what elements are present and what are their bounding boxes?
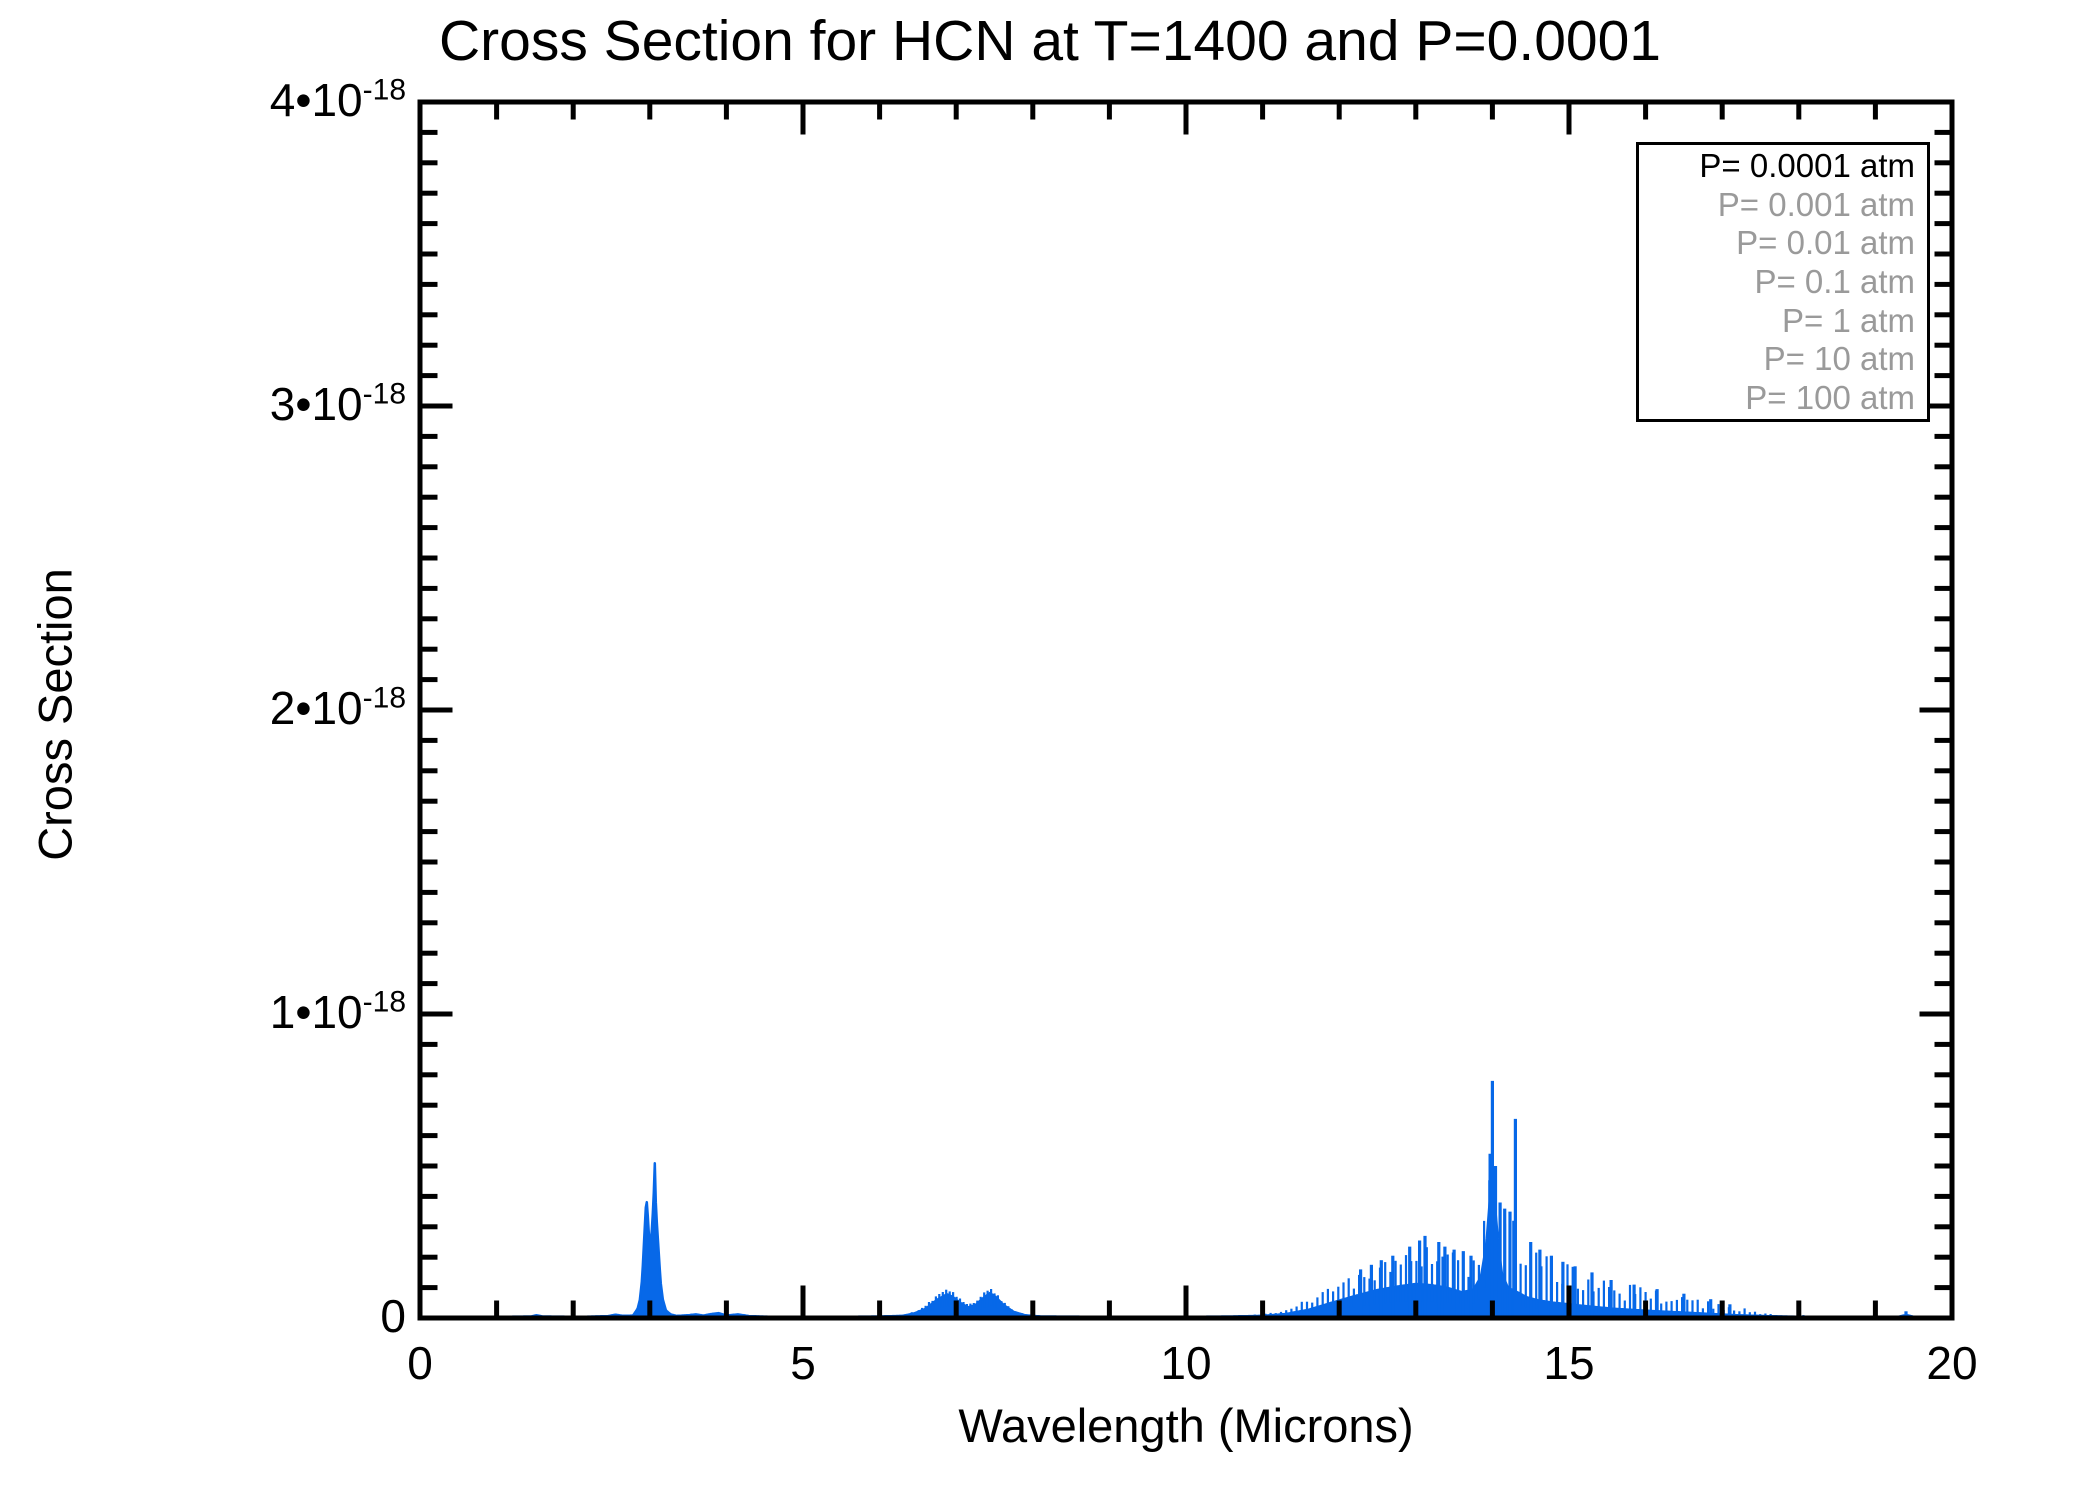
- x-axis-title: Wavelength (Microns): [958, 1399, 1414, 1452]
- legend-entry: P= 0.01 atm: [1736, 224, 1915, 262]
- spectrum-curve: [455, 1080, 1938, 1320]
- legend-entry: P= 100 atm: [1745, 378, 1915, 416]
- legend-entry: P= 1 atm: [1782, 301, 1915, 339]
- legend-entry: P= 10 atm: [1763, 340, 1915, 378]
- legend-entry: P= 0.001 atm: [1717, 185, 1915, 223]
- y-tick-label: 4•10-18: [269, 73, 406, 126]
- y-axis-title: Cross Section: [28, 568, 82, 861]
- y-tick-label: 1•10-18: [269, 985, 406, 1038]
- x-tick-label: 5: [790, 1337, 816, 1389]
- chart-title: Cross Section for HCN at T=1400 and P=0.…: [439, 9, 1661, 73]
- legend-entry: P= 0.1 atm: [1754, 262, 1915, 300]
- y-tick-label: 2•10-18: [269, 681, 406, 734]
- axes-frame: [417, 99, 1955, 1321]
- x-tick-label: 15: [1543, 1337, 1595, 1389]
- x-tick-label: 0: [407, 1337, 433, 1389]
- x-tick-label: 10: [1160, 1337, 1212, 1389]
- legend-entry: P= 0.0001 atm: [1699, 147, 1915, 185]
- y-tick-label: 3•10-18: [269, 377, 406, 430]
- y-tick-label: 0: [380, 1289, 406, 1342]
- legend: P= 0.0001 atm P= 0.001 atm P= 0.01 atm P= 0…: [1636, 142, 1930, 422]
- x-tick-label: 20: [1926, 1337, 1978, 1389]
